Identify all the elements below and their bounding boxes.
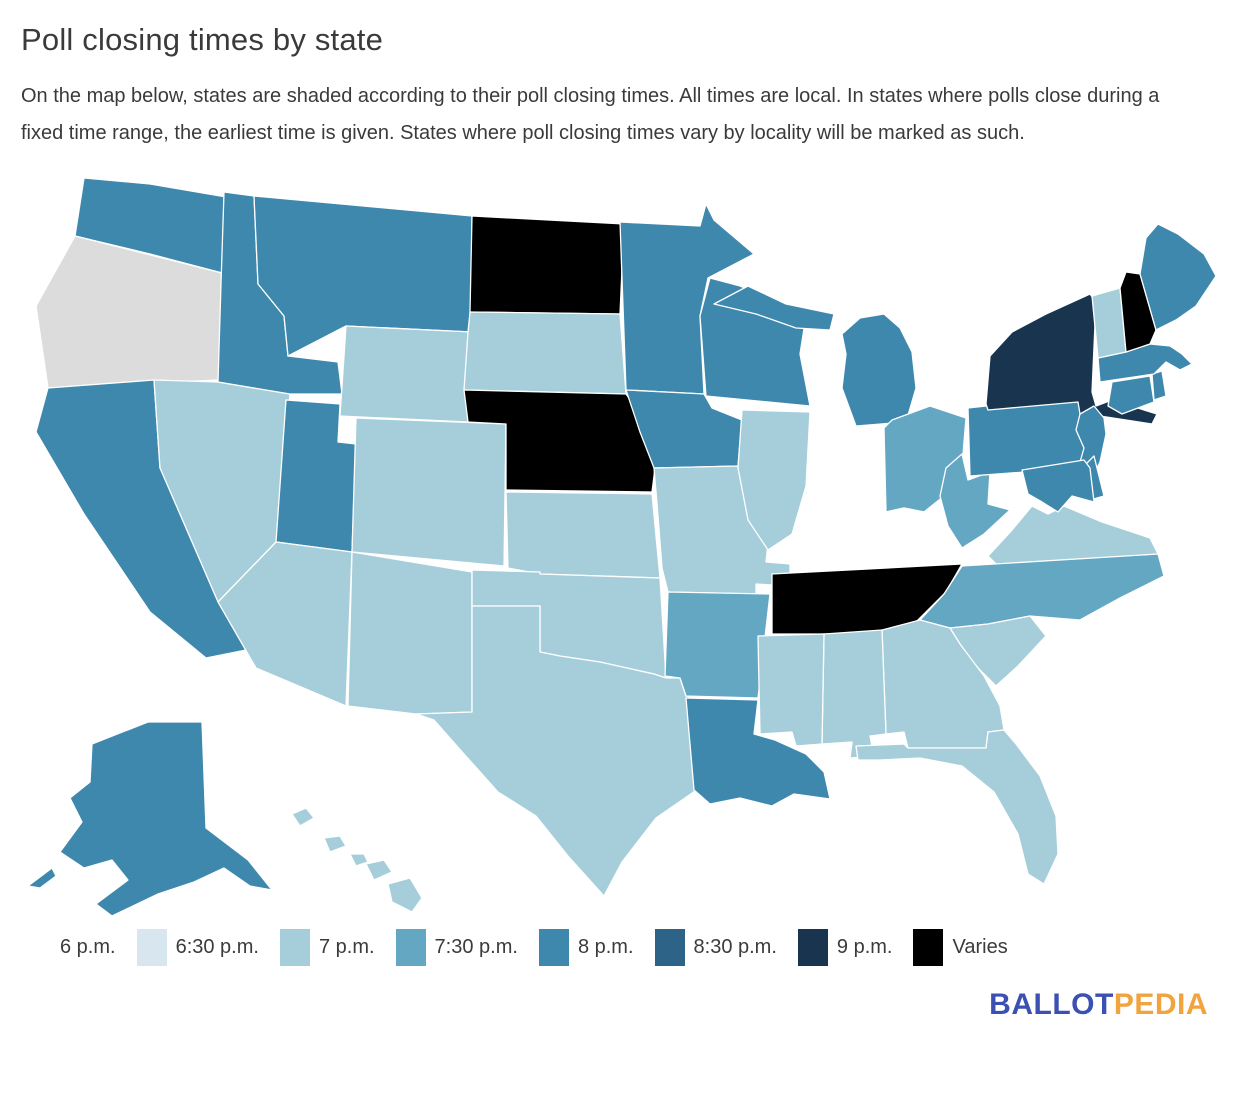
legend-label-varies: Varies	[952, 935, 1008, 958]
state-colorado[interactable]: Colorado — 7 p.m.	[351, 417, 507, 567]
legend-item-9pm: 9 p.m.	[797, 928, 893, 966]
state-michigan[interactable]: Michigan — 8 p.m.	[713, 285, 917, 427]
legend-swatch-6pm	[21, 928, 51, 966]
legend-item-730pm: 7:30 p.m.	[395, 928, 518, 966]
state-alaska[interactable]: Alaska — 8 p.m.	[27, 721, 273, 917]
description: On the map below, states are shaded acco…	[21, 85, 1160, 144]
state-mississippi[interactable]: Mississippi — 7 p.m.	[757, 633, 825, 747]
legend-swatch-9pm	[797, 928, 828, 966]
state-arkansas[interactable]: Arkansas — 7:30 p.m.	[664, 591, 771, 699]
state-florida[interactable]: Florida — 7 p.m.	[855, 729, 1059, 885]
state-wyoming[interactable]: Wyoming — 7 p.m.	[339, 325, 473, 423]
state-arizona[interactable]: Arizona — 7 p.m.	[217, 541, 353, 707]
legend-swatch-630pm	[136, 928, 167, 966]
legend: 6 p.m. 6:30 p.m. 7 p.m. 7:30 p.m. 8 p.m.…	[21, 924, 1240, 970]
legend-label-8pm: 8 p.m.	[577, 935, 634, 958]
state-alabama[interactable]: Alabama — 7 p.m.	[821, 629, 887, 759]
legend-label-7pm: 7 p.m.	[318, 935, 375, 958]
state-west-virginia[interactable]: West Virginia — 7:30 p.m.	[939, 453, 1011, 549]
legend-swatch-8pm	[538, 928, 569, 966]
state-utah[interactable]: Utah — 8 p.m.	[275, 399, 357, 553]
state-connecticut[interactable]: Connecticut — 8 p.m.	[1107, 375, 1155, 415]
state-kansas[interactable]: Kansas — 7 p.m.	[505, 491, 661, 579]
state-north-dakota[interactable]: North Dakota — Varies	[469, 215, 625, 315]
legend-label-630pm: 6:30 p.m.	[175, 935, 259, 958]
us-choropleth-map: Washington — 8 p.m. Oregon California — …	[0, 154, 1240, 924]
legend-label-9pm: 9 p.m.	[836, 935, 893, 958]
state-south-dakota[interactable]: South Dakota — 7 p.m.	[463, 311, 627, 395]
state-hawaii[interactable]: Hawaii — 7 p.m.	[291, 807, 423, 913]
state-rhode-island[interactable]: Rhode Island — 8 p.m.	[1151, 370, 1167, 401]
legend-item-630pm: 6:30 p.m.	[136, 928, 259, 966]
state-texas[interactable]: Texas — 7 p.m.	[415, 605, 699, 897]
page-title: Poll closing times by state	[21, 22, 384, 57]
state-maryland[interactable]: Maryland — 8 p.m.	[1021, 459, 1095, 513]
legend-swatch-730pm	[395, 928, 426, 966]
legend-swatch-7pm	[279, 928, 310, 966]
state-louisiana[interactable]: Louisiana — 8 p.m.	[685, 697, 831, 807]
legend-item-7pm: 7 p.m.	[279, 928, 375, 966]
legend-label-6pm: 6 p.m.	[60, 935, 116, 958]
legend-item-6pm: 6 p.m.	[21, 928, 116, 966]
legend-swatch-varies	[913, 928, 944, 966]
ballotpedia-logo: BALLOTPEDIA	[989, 988, 1208, 1022]
logo-ballot: BALLOT	[989, 988, 1114, 1021]
logo-pedia: PEDIA	[1113, 988, 1208, 1021]
legend-item-8pm: 8 p.m.	[538, 928, 634, 966]
state-illinois[interactable]: Illinois — 7 p.m.	[737, 409, 811, 551]
legend-item-varies: Varies	[913, 928, 1008, 966]
legend-item-830pm: 8:30 p.m.	[654, 928, 777, 966]
state-new-mexico[interactable]: New Mexico — 7 p.m.	[347, 551, 473, 715]
footer: BALLOTPEDIA	[0, 970, 1240, 1022]
legend-label-830pm: 8:30 p.m.	[693, 935, 777, 958]
legend-label-730pm: 7:30 p.m.	[434, 935, 518, 958]
state-maine[interactable]: Maine — 8 p.m.	[1139, 223, 1217, 331]
legend-swatch-830pm	[654, 928, 685, 966]
